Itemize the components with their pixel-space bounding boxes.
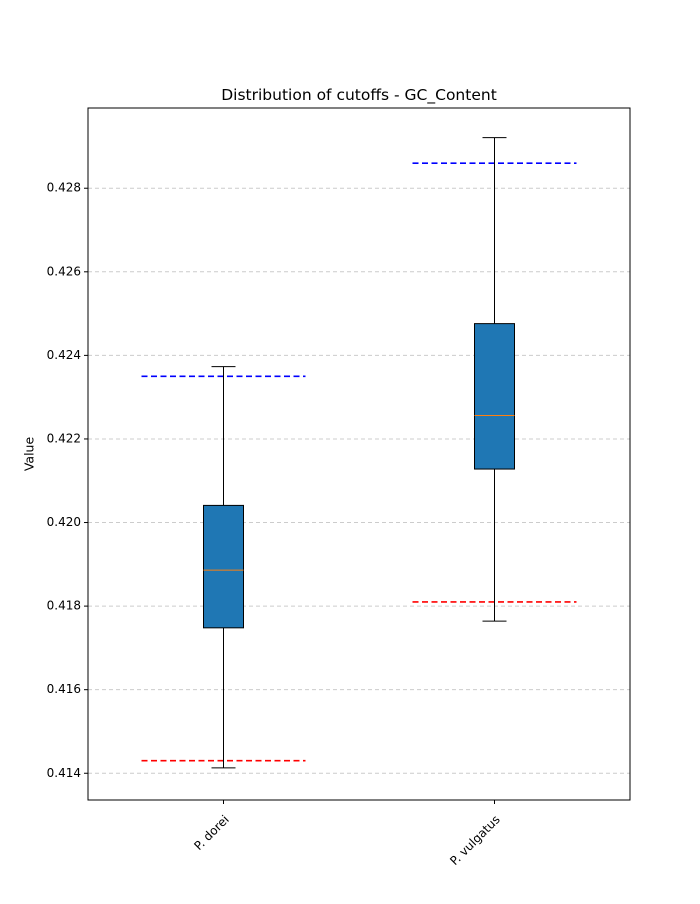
y-axis-title: Value	[22, 437, 37, 472]
iqr-box	[203, 504, 244, 629]
x-tick-label: P. dorei	[191, 812, 232, 853]
iqr-box	[474, 323, 515, 470]
y-tick-label: 0.418	[47, 599, 81, 613]
grid-layer	[88, 187, 630, 774]
y-tick-label: 0.426	[47, 264, 81, 278]
y-tick-label: 0.428	[47, 181, 81, 195]
y-tick-label: 0.422	[47, 431, 81, 445]
y-tick-label: 0.424	[47, 348, 81, 362]
box-plot-p-dorei	[203, 366, 244, 769]
boxes-layer	[203, 137, 515, 769]
y-tick-label: 0.416	[47, 682, 81, 696]
x-tick-label: P. vulgatus	[447, 812, 503, 868]
y-tick-label: 0.420	[47, 515, 81, 529]
chart-title: Distribution of cutoffs - GC_Content	[221, 86, 497, 105]
y-tick-label: 0.414	[47, 766, 81, 780]
box-plot-p-vulgatus	[474, 137, 515, 622]
ticks-layer: 0.414 0.416 0.418 0.420 0.422 0.424 0.426 0.428…	[47, 181, 503, 868]
plot-frame	[87, 107, 631, 801]
